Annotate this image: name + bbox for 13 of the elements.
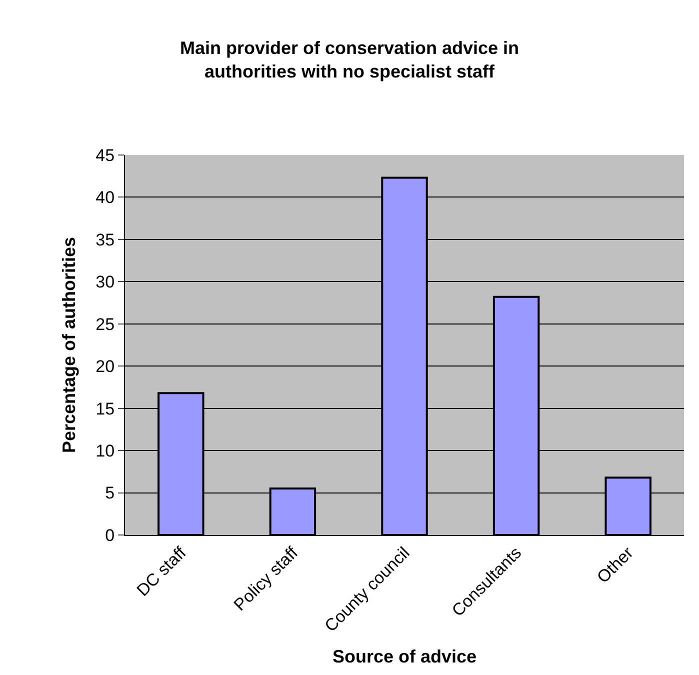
y-tick-label: 40 xyxy=(96,188,115,208)
y-tick-label: 35 xyxy=(96,230,115,250)
y-tick-label: 45 xyxy=(96,146,115,165)
y-tick-label: 30 xyxy=(96,272,115,292)
y-axis-title: Percentage of authorities xyxy=(58,236,79,454)
chart-title: Main provider of conservation advice in authorities with no specialist staff xyxy=(180,38,520,82)
y-tick-label: 25 xyxy=(96,314,115,334)
y-tick-label: 5 xyxy=(105,484,115,503)
y-tick-label: 10 xyxy=(96,442,115,461)
y-tick-label: 20 xyxy=(96,357,115,376)
x-axis-title: Source of advice xyxy=(332,646,477,667)
y-tick-label: 15 xyxy=(96,399,115,418)
y-tick-label: 0 xyxy=(105,526,115,545)
